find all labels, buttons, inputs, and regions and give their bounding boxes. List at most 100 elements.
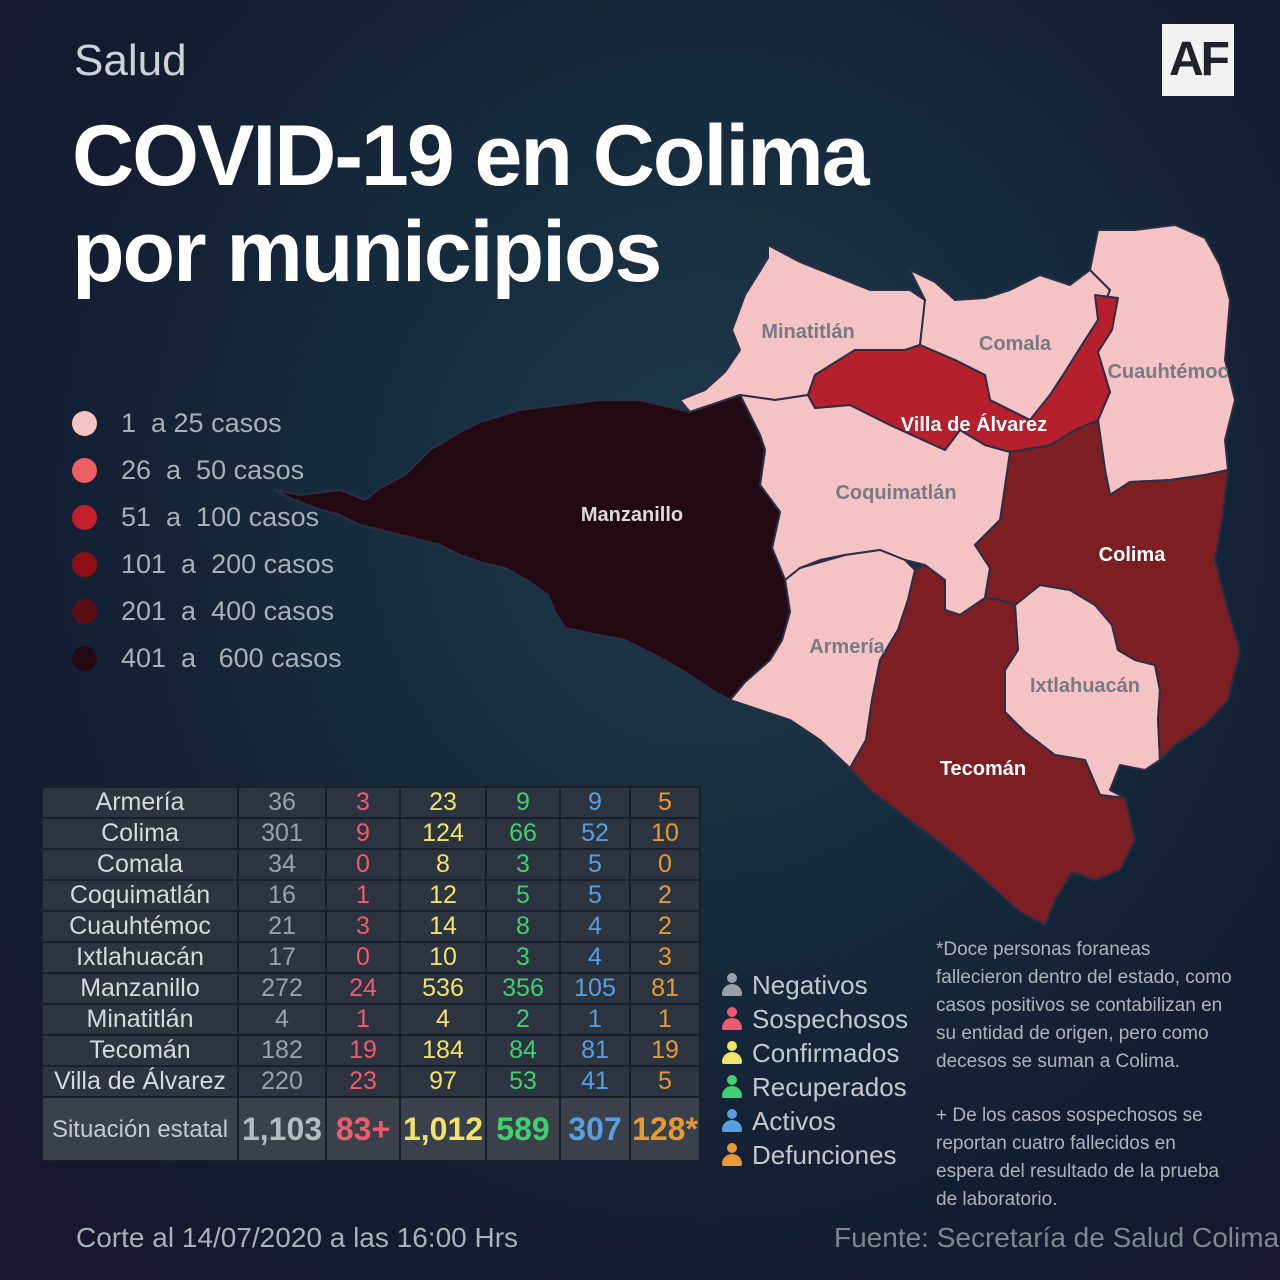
table-cell: 21 — [237, 910, 327, 943]
table-cell: 9 — [559, 786, 631, 819]
label-villa-de-alvarez: Villa de Álvarez — [901, 413, 1047, 436]
legend-item: 201 a 400 casos — [72, 588, 342, 635]
table-cell: 5 — [559, 848, 631, 881]
table-cell: 589 — [485, 1096, 561, 1162]
table-cell: 4 — [237, 1003, 327, 1036]
table-cell: 4 — [399, 1003, 487, 1036]
key-item: Negativos — [722, 968, 908, 1002]
legend-swatch — [72, 505, 97, 530]
table-cell: 5 — [559, 879, 631, 912]
key-label: Negativos — [752, 969, 868, 1000]
municipality-name: Situación estatal — [41, 1096, 239, 1162]
legend-swatch — [72, 411, 97, 436]
region-manzanillo[interactable] — [274, 394, 791, 701]
table-row: Colima 301 9 124 66 52 10 — [41, 817, 701, 850]
label-cuauhtemoc: Cuauhtémoc — [1107, 361, 1228, 383]
key-item: Defunciones — [722, 1138, 908, 1172]
table-cell: 8 — [399, 848, 487, 881]
table-cell: 272 — [237, 972, 327, 1005]
footnote-defunciones: *Doce personas foraneas fallecieron dent… — [936, 939, 1232, 1072]
legend-item: 51 a 100 casos — [72, 494, 342, 541]
table-cell: 0 — [325, 941, 401, 974]
region-tecoman[interactable] — [849, 564, 1136, 926]
af-logo: AF — [1162, 24, 1234, 96]
legend-label: 101 a 200 casos — [121, 549, 335, 579]
table-cell: 182 — [237, 1034, 327, 1067]
region-villa-de-alvarez[interactable] — [807, 294, 1119, 453]
key-label: Recuperados — [752, 1071, 907, 1102]
table-cell: 128* — [629, 1096, 701, 1162]
table-cell: 3 — [485, 941, 561, 974]
municipality-name: Armería — [41, 786, 239, 819]
table-cell: 81 — [629, 972, 701, 1005]
legend-swatch — [72, 599, 97, 624]
municipality-name: Comala — [41, 848, 239, 881]
source-credit: Fuente: Secretaría de Salud Colima — [834, 1222, 1280, 1253]
municipality-name: Ixtlahuacán — [41, 941, 239, 974]
table-cell: 34 — [237, 848, 327, 881]
table-cell: 14 — [399, 910, 487, 943]
legend-swatch — [72, 458, 97, 483]
legend-item: 1 a 25 casos — [72, 400, 342, 447]
table-cell: 41 — [559, 1065, 631, 1098]
person-icon — [722, 1041, 742, 1065]
table-cell: 8 — [485, 910, 561, 943]
legend-swatch — [72, 646, 97, 671]
table-cell: 1,103 — [237, 1096, 327, 1162]
municipality-name: Minatitlán — [41, 1003, 239, 1036]
table-row: Comala 34 0 8 3 5 0 — [41, 848, 701, 881]
table-row: Cuauhtémoc 21 3 14 8 4 2 — [41, 910, 701, 943]
label-manzanillo: Manzanillo — [581, 504, 683, 526]
table-cell: 3 — [325, 910, 401, 943]
municipality-name: Tecomán — [41, 1034, 239, 1067]
table-row: Armería 36 3 23 9 9 5 — [41, 786, 701, 819]
key-item: Recuperados — [722, 1070, 908, 1104]
table-cell: 81 — [559, 1034, 631, 1067]
legend-swatch — [72, 552, 97, 577]
label-minatitlan: Minatitlán — [761, 321, 854, 343]
table-cell: 356 — [485, 972, 561, 1005]
table-cell: 0 — [325, 848, 401, 881]
title-line-2: por municipios — [72, 204, 662, 300]
label-coquimatlan: Coquimatlán — [835, 482, 956, 504]
table-row: Manzanillo 272 24 536 356 105 81 — [41, 972, 701, 1005]
table-cell: 17 — [237, 941, 327, 974]
table-cell: 1 — [325, 1003, 401, 1036]
table-cell: 1 — [629, 1003, 701, 1036]
table-cell: 220 — [237, 1065, 327, 1098]
municipality-name: Villa de Álvarez — [41, 1065, 239, 1098]
table-cell: 19 — [325, 1034, 401, 1067]
table-cell: 5 — [629, 786, 701, 819]
key-item: Confirmados — [722, 1036, 908, 1070]
table-cell: 10 — [399, 941, 487, 974]
table-row: Ixtlahuacán 17 0 10 3 4 3 — [41, 941, 701, 974]
table-cell: 3 — [325, 786, 401, 819]
label-tecoman: Tecomán — [940, 758, 1026, 780]
person-icon — [722, 1143, 742, 1167]
table-cell: 3 — [485, 848, 561, 881]
table-total-row: Situación estatal 1,103 83+ 1,012 589 307 128* — [41, 1096, 701, 1162]
title-line-1: COVID-19 en Colima — [72, 108, 870, 204]
legend-item: 401 a 600 casos — [72, 635, 342, 682]
table-cell: 5 — [629, 1065, 701, 1098]
table-cell: 2 — [629, 910, 701, 943]
key-item: Sospechosos — [722, 1002, 908, 1036]
table-row: Tecomán 182 19 184 84 81 19 — [41, 1034, 701, 1067]
key-label: Confirmados — [752, 1037, 900, 1068]
table-cell: 307 — [559, 1096, 631, 1162]
person-icon — [722, 973, 742, 997]
municipality-name: Cuauhtémoc — [41, 910, 239, 943]
municipality-name: Coquimatlán — [41, 879, 239, 912]
table-cell: 97 — [399, 1065, 487, 1098]
table-cell: 12 — [399, 879, 487, 912]
key-label: Activos — [752, 1105, 836, 1136]
key-label: Defunciones — [752, 1139, 897, 1170]
table-cell: 19 — [629, 1034, 701, 1067]
table-cell: 23 — [325, 1065, 401, 1098]
table-cell: 53 — [485, 1065, 561, 1098]
table-cell: 2 — [485, 1003, 561, 1036]
legend-label: 201 a 400 casos — [121, 596, 335, 626]
table-row: Minatitlán 4 1 4 2 1 1 — [41, 1003, 701, 1036]
cutoff-date: Corte al 14/07/2020 a las 16:00 Hrs — [76, 1222, 519, 1253]
